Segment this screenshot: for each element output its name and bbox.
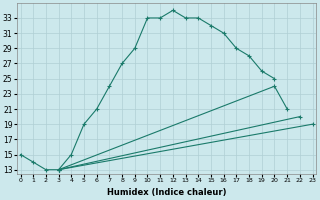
X-axis label: Humidex (Indice chaleur): Humidex (Indice chaleur) — [107, 188, 226, 197]
